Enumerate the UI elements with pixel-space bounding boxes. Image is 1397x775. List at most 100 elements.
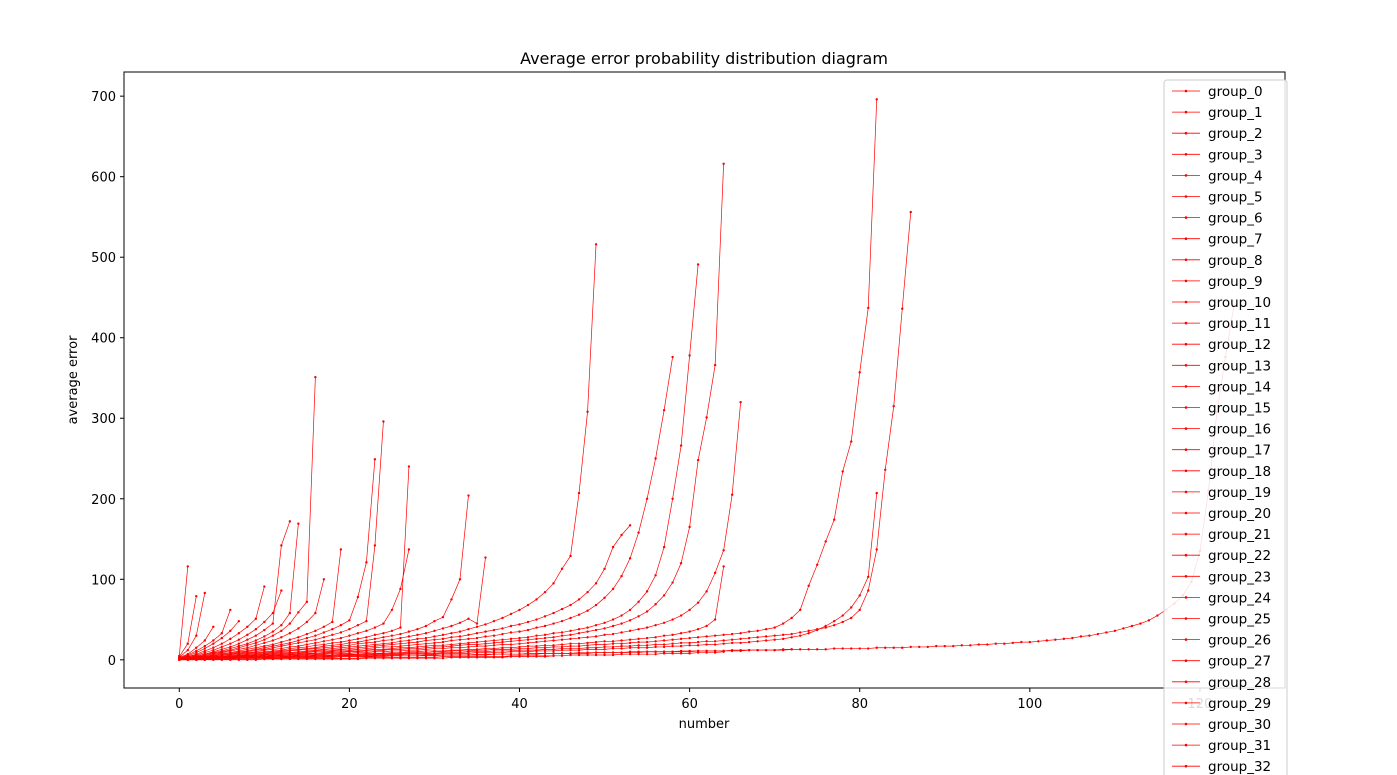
data-point <box>781 633 785 637</box>
data-point <box>662 621 666 624</box>
data-point <box>816 648 819 651</box>
data-point <box>280 636 283 639</box>
data-point <box>764 639 768 642</box>
data-point <box>543 633 547 637</box>
data-point <box>960 644 963 647</box>
legend-label: group_21 <box>1208 527 1271 543</box>
legend-item: group_29 <box>1172 696 1271 712</box>
data-point <box>679 614 683 617</box>
data-point <box>263 585 266 588</box>
data-point <box>535 655 538 658</box>
data-point <box>552 654 555 657</box>
data-point <box>645 650 649 653</box>
data-point <box>314 644 317 647</box>
series-line <box>179 244 597 660</box>
data-point <box>671 618 674 621</box>
data-point <box>365 636 368 639</box>
data-point <box>764 635 768 638</box>
data-point <box>356 637 360 641</box>
data-point <box>688 652 691 655</box>
legend-item: group_21 <box>1172 527 1271 543</box>
data-point <box>416 637 419 641</box>
data-point <box>586 636 589 639</box>
data-point <box>688 525 691 529</box>
data-point <box>484 640 487 643</box>
data-point <box>739 649 742 653</box>
data-point <box>373 633 377 637</box>
data-point <box>229 629 232 633</box>
legend-marker <box>1184 490 1188 494</box>
legend-marker <box>1184 406 1188 409</box>
data-point <box>518 655 521 658</box>
legend-item: group_30 <box>1172 717 1271 733</box>
data-point <box>280 644 283 648</box>
data-point <box>1028 640 1032 644</box>
data-point <box>348 641 351 645</box>
data-point <box>790 636 793 639</box>
axis-layer: 0204060801001200100200300400500600700 <box>91 90 1212 712</box>
legend-item: group_10 <box>1172 295 1271 311</box>
data-point <box>399 636 402 640</box>
data-point <box>730 649 734 653</box>
data-point <box>739 637 742 641</box>
data-point <box>271 622 275 625</box>
legend-item: group_31 <box>1172 738 1271 754</box>
data-point <box>220 632 224 635</box>
legend-label: group_6 <box>1208 211 1263 227</box>
legend-marker <box>1184 153 1188 156</box>
data-point <box>705 635 708 638</box>
data-point <box>696 628 700 631</box>
data-point <box>679 632 683 635</box>
data-point <box>586 630 589 633</box>
data-point <box>756 636 759 639</box>
data-point <box>254 641 258 645</box>
data-point <box>535 646 538 649</box>
data-point <box>637 615 640 618</box>
legend-marker <box>1184 575 1188 578</box>
data-point <box>237 619 241 623</box>
data-point <box>322 640 326 643</box>
data-point <box>611 587 615 591</box>
data-point <box>696 644 700 647</box>
data-point <box>246 658 249 662</box>
legend-label: group_1 <box>1208 105 1263 121</box>
data-point <box>1122 627 1125 630</box>
data-point <box>339 640 343 644</box>
data-point <box>628 646 632 649</box>
data-point <box>662 645 666 649</box>
data-point <box>433 629 436 633</box>
data-point <box>1020 640 1023 644</box>
data-point <box>509 624 513 628</box>
data-point <box>390 634 394 637</box>
data-point <box>484 623 487 626</box>
legend-label: group_9 <box>1208 274 1263 290</box>
data-point <box>730 641 734 645</box>
data-point <box>628 652 632 656</box>
data-point <box>501 652 504 656</box>
data-point <box>407 639 411 642</box>
data-point <box>926 645 929 649</box>
data-point <box>365 629 368 633</box>
legend: group_0 group_1 group_2 group_3 group_4group… <box>1163 79 1288 775</box>
data-point <box>450 646 453 649</box>
data-point <box>501 627 504 630</box>
data-point <box>390 657 394 660</box>
data-point <box>356 657 360 661</box>
legend-marker <box>1184 364 1188 367</box>
data-point <box>424 657 428 660</box>
data-point <box>195 646 198 649</box>
data-point <box>322 625 326 628</box>
data-point <box>611 618 615 621</box>
data-point <box>892 646 895 649</box>
data-point <box>569 616 572 620</box>
legend-marker <box>1184 553 1188 557</box>
data-point <box>543 655 547 658</box>
data-point <box>305 636 309 640</box>
data-point <box>220 642 224 645</box>
data-point <box>254 628 258 631</box>
data-point <box>645 610 649 613</box>
data-point <box>246 633 249 637</box>
data-point <box>263 620 266 624</box>
legend-marker <box>1184 532 1188 536</box>
data-point <box>645 626 649 629</box>
